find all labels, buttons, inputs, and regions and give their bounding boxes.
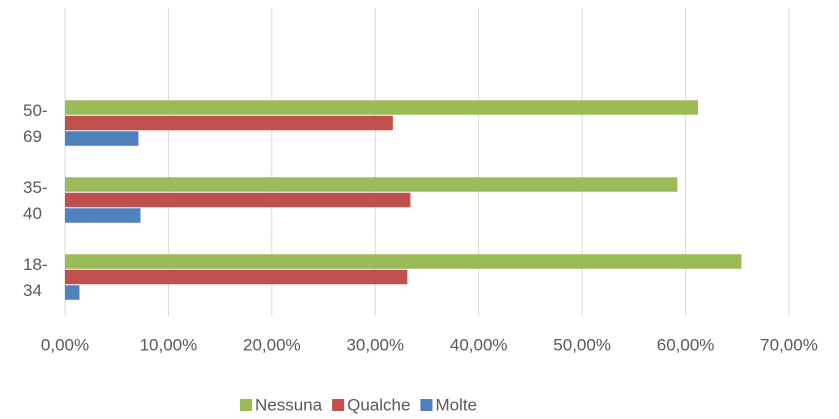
x-tick-label: 40,00% — [450, 335, 508, 354]
x-tick-label: 0,00% — [41, 335, 89, 354]
x-tick-label: 60,00% — [657, 335, 715, 354]
bar — [65, 192, 411, 208]
legend-label: Molte — [435, 395, 477, 414]
bar — [65, 177, 678, 192]
bar — [65, 100, 698, 115]
legend-label: Nessuna — [255, 395, 323, 414]
x-tick-label: 30,00% — [346, 335, 404, 354]
legend-swatch — [332, 399, 345, 411]
x-tick-label: 70,00% — [760, 335, 818, 354]
legend-swatch — [240, 399, 252, 411]
x-tick-label: 20,00% — [243, 335, 301, 354]
y-tick-label: 50-69 — [23, 100, 48, 146]
y-tick-label: 18-34 — [23, 254, 48, 300]
x-tick-label: 10,00% — [140, 335, 198, 354]
legend-label: Qualche — [347, 395, 410, 414]
bar — [65, 285, 80, 300]
bar — [65, 254, 742, 269]
y-tick-label: 35-40 — [23, 177, 48, 223]
bar — [65, 131, 139, 146]
bar — [65, 269, 408, 285]
bar — [65, 208, 141, 223]
x-tick-label: 50,00% — [553, 335, 611, 354]
bar — [65, 115, 393, 131]
legend-swatch — [420, 399, 433, 411]
